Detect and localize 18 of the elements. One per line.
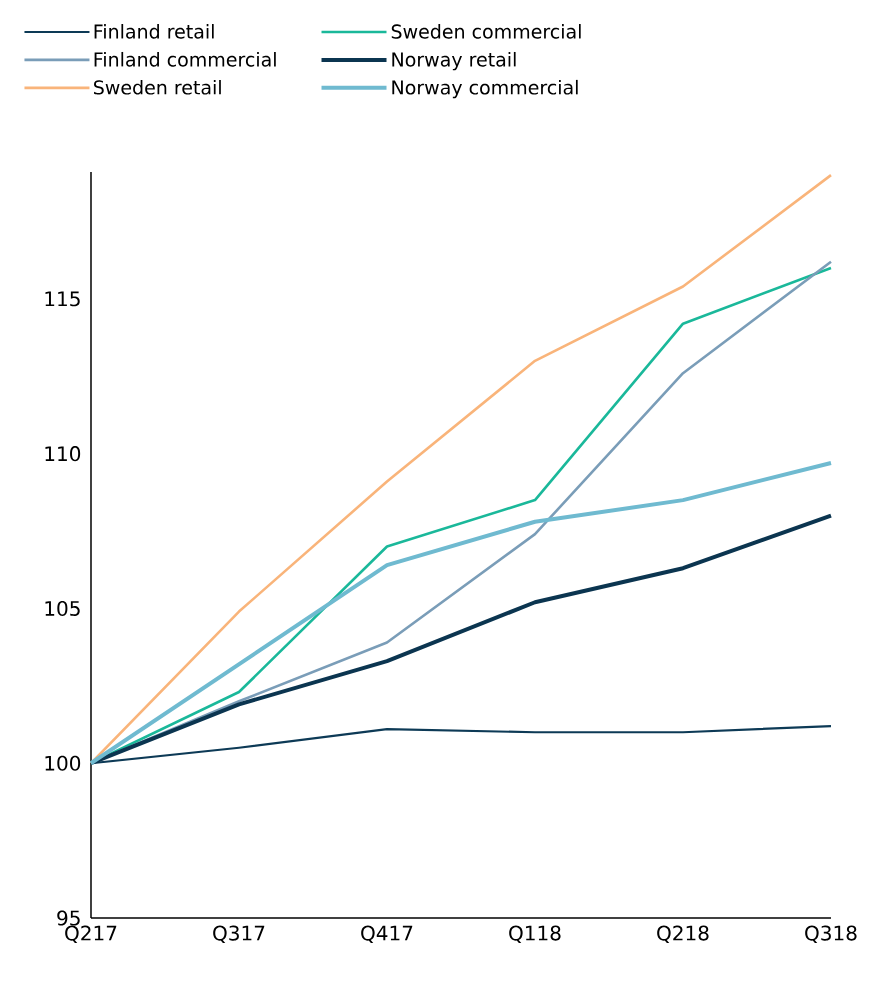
x-tick-label: Q417 bbox=[361, 925, 413, 943]
legend-label: Finland retail bbox=[94, 24, 214, 39]
x-tick-label: Q118 bbox=[509, 925, 561, 943]
y-tick-label: 115 bbox=[45, 291, 80, 307]
legend-label: Sweden retail bbox=[94, 79, 221, 95]
legend-label: Norway retail bbox=[392, 51, 516, 71]
x-tick-label: Q318 bbox=[805, 925, 857, 943]
line-series bbox=[89, 513, 833, 766]
legend-label: Finland commercial bbox=[94, 51, 276, 67]
x-tick-label: Q218 bbox=[657, 925, 709, 943]
y-tick-label: 110 bbox=[45, 446, 81, 462]
x-tick-label: Q317 bbox=[213, 925, 265, 943]
y-tick-label: 100 bbox=[45, 755, 81, 771]
y-tick-label: 105 bbox=[45, 600, 80, 617]
legend-label: Norway commercial bbox=[392, 79, 578, 99]
legend-label: Sweden commercial bbox=[391, 24, 581, 39]
x-tick-label: Q217 bbox=[65, 925, 117, 943]
y-tick-label: 95 bbox=[57, 910, 80, 926]
